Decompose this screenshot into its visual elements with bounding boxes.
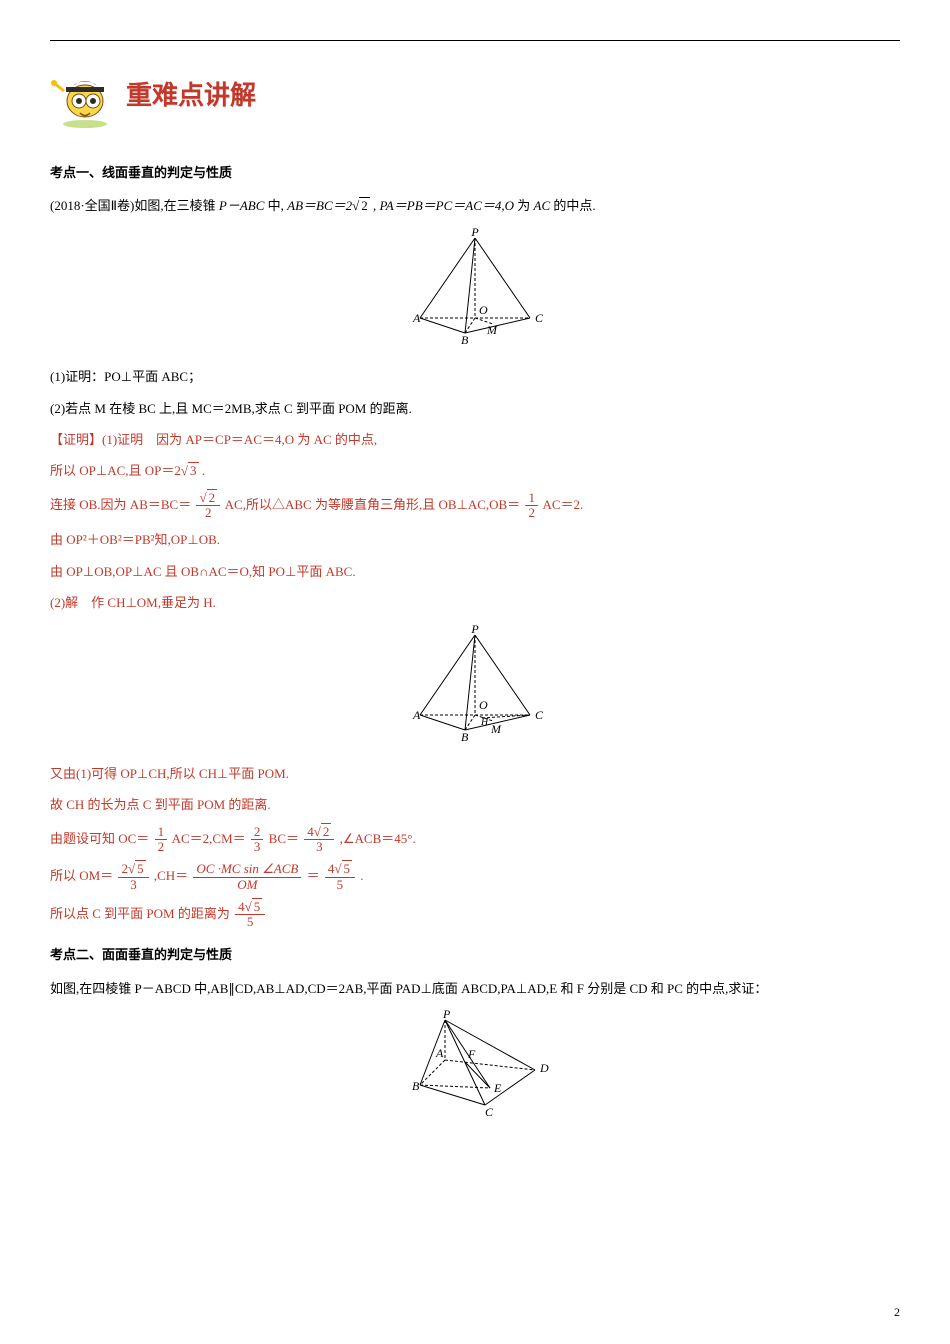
txt: 3 [251,840,264,854]
txt: 2 [155,840,168,854]
txt: 的中点. [553,198,595,213]
line1: 所以 OP⊥AC,且 OP＝2 3 . [50,459,900,482]
svg-text:B: B [412,1079,420,1093]
svg-text:C: C [535,311,544,325]
section1-title: 考点一、线面垂直的判定与性质 [50,161,900,184]
line2: 连接 OB.因为 AB＝BC＝ 22 AC,所以△ABC 为等腰直角三角形,且 … [50,491,900,521]
txt: OC ·MC sin ∠ACB [193,862,301,877]
section2-problem: 如图,在四棱锥 P－ABCD 中,AB∥CD,AB⊥AD,CD＝2AB,平面 P… [50,977,900,1000]
txt: . [199,463,206,478]
txt: 2 [207,489,218,505]
svg-text:H: H [480,717,489,728]
txt: 5 [252,898,263,914]
txt: 所以 OM＝ [50,868,113,883]
svg-text:P: P [442,1010,451,1021]
page-number: 2 [894,1302,900,1324]
svg-text:A: A [412,708,421,722]
svg-text:C: C [485,1105,494,1119]
txt: 为 [517,198,533,213]
txt: 3 [188,462,199,478]
svg-text:E: E [493,1081,502,1095]
txt: BC＝ [269,830,299,845]
svg-text:A: A [435,1046,444,1060]
txt: ,CH＝ [154,868,188,883]
txt: 由题设可知 OC＝ [50,830,149,845]
txt: 中, [268,198,284,213]
line9: 所以点 C 到平面 POM 的距离为 455 [50,900,900,930]
figure-3: P A B C D E F [50,1010,900,1127]
txt: 5 [325,878,355,892]
line5: 又由(1)可得 OP⊥CH,所以 CH⊥平面 POM. [50,762,900,785]
txt: AC＝2. [543,497,584,512]
txt: ＝ [307,868,320,883]
txt: 3 [304,840,334,854]
svg-text:C: C [535,708,544,722]
txt: AB＝BC＝2 [287,198,352,213]
txt: 连接 OB.因为 AB＝BC＝ [50,497,191,512]
txt: P－ABC [219,198,265,213]
txt: 1 [155,825,168,840]
line4: 由 OP⊥OB,OP⊥AC 且 OB∩AC＝O,知 PO⊥平面 ABC. [50,560,900,583]
txt: 5 [135,860,146,876]
txt: AC [534,198,551,213]
txt: 5 [342,860,353,876]
txt: AC＝2,CM＝ [172,830,246,845]
txt: 5 [235,915,265,929]
section2-title: 考点二、面面垂直的判定与性质 [50,943,900,966]
txt: 3 [118,878,148,892]
svg-text:O: O [479,303,488,317]
txt: 2 [525,506,538,520]
problem-statement: (2018·全国Ⅱ卷)如图,在三棱锥 P－ABC 中, AB＝BC＝2 2 , P… [50,194,900,217]
txt: 所以 OP⊥AC,且 OP＝2 [50,463,181,478]
line7: 由题设可知 OC＝ 12 AC＝2,CM＝ 23 BC＝ 423 ,∠ACB＝4… [50,825,900,855]
figure-1: P A C B O M [50,228,900,355]
txt: ,∠ACB＝45°. [340,830,416,845]
txt: 1 [525,491,538,506]
svg-text:D: D [539,1061,549,1075]
txt: 2 [251,825,264,840]
svg-text:B: B [461,730,469,744]
svg-text:P: P [470,625,479,636]
txt: 2 [359,197,370,213]
svg-text:M: M [490,722,502,736]
logo-block: 重难点讲解 [50,61,900,131]
svg-text:A: A [412,311,421,325]
q1: (1)证明：PO⊥平面 ABC； [50,365,900,388]
txt: , [373,198,376,213]
svg-text:B: B [461,333,469,347]
header-rule [50,40,900,41]
txt: AC,所以△ABC 为等腰直角三角形,且 OB⊥AC,OB＝ [225,497,521,512]
proof-label: 【证明】(1)证明 因为 AP＝CP＝AC＝4,O 为 AC 的中点, [50,428,900,451]
svg-text:P: P [470,228,479,239]
q2: (2)若点 M 在棱 BC 上,且 MC＝2MB,求点 C 到平面 POM 的距… [50,397,900,420]
line6: 故 CH 的长为点 C 到平面 POM 的距离. [50,793,900,816]
txt: 2 [196,506,220,520]
svg-text:M: M [486,323,498,337]
txt: 2 [321,823,332,839]
figure-2: P A C B O M H [50,625,900,752]
svg-text:F: F [467,1047,476,1061]
txt: 所以点 C 到平面 POM 的距离为 [50,906,230,921]
line3: 由 OP²＋OB²＝PB²知,OP⊥OB. [50,528,900,551]
txt: OM [193,878,301,892]
mascot-icon [50,61,120,131]
sol2-label: (2)解 作 CH⊥OM,垂足为 H. [50,591,900,614]
logo-text: 重难点讲解 [126,73,256,120]
txt: (2018·全国Ⅱ卷)如图,在三棱锥 [50,198,219,213]
svg-text:O: O [479,698,488,712]
line8: 所以 OM＝ 253 ,CH＝ OC ·MC sin ∠ACBOM ＝ 455 … [50,862,900,892]
txt: PA＝PB＝PC＝AC＝4,O [380,198,514,213]
txt: . [360,868,363,883]
